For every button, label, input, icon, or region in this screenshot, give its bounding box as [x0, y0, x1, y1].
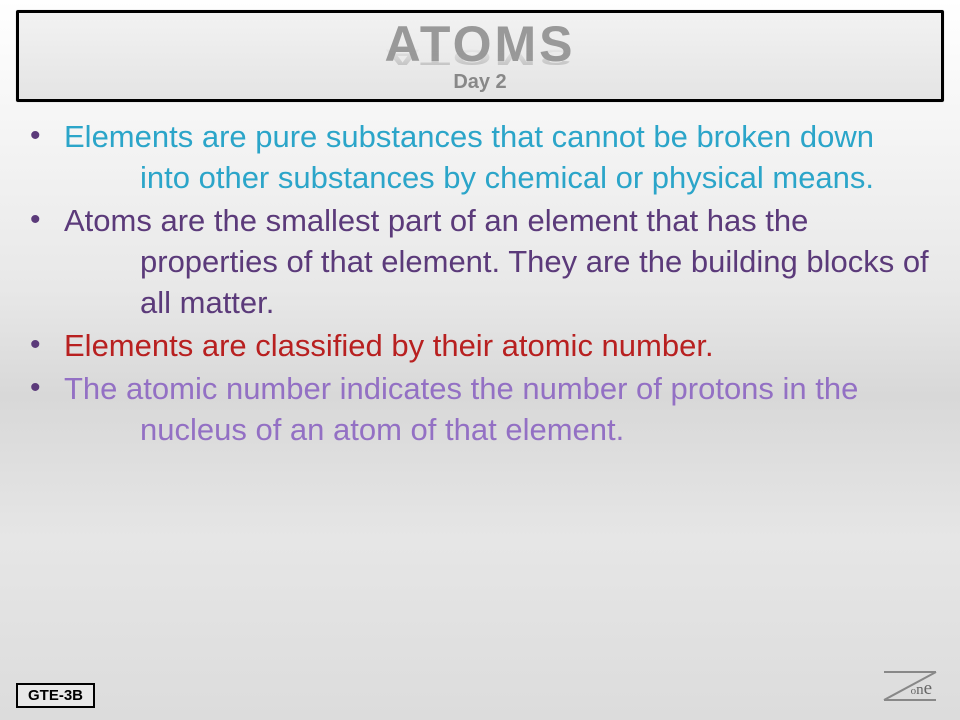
bullet-text: Elements are classified by their atomic … [64, 325, 714, 366]
bullet-text: Atoms are the smallest part of an elemen… [64, 200, 930, 323]
bullet-item: • Elements are pure substances that cann… [30, 116, 930, 198]
bullet-icon: • [30, 116, 64, 156]
bullet-icon: • [30, 368, 64, 408]
title-box: ATOMS Day 2 [16, 10, 944, 102]
bullet-item: • The atomic number indicates the number… [30, 368, 930, 450]
footer-code-box: GTE-3B [16, 683, 95, 708]
slide-subtitle: Day 2 [453, 71, 506, 94]
bullet-item: • Elements are classified by their atomi… [30, 325, 930, 366]
bullet-item: • Atoms are the smallest part of an elem… [30, 200, 930, 323]
bullet-text: The atomic number indicates the number o… [64, 368, 930, 450]
footer-code: GTE-3B [28, 687, 83, 704]
footer-logo-text: one [911, 678, 932, 700]
slide-title: ATOMS [385, 22, 576, 67]
bullet-icon: • [30, 200, 64, 240]
slide-content: • Elements are pure substances that cann… [30, 116, 930, 452]
bullet-text: Elements are pure substances that cannot… [64, 116, 930, 198]
bullet-icon: • [30, 325, 64, 365]
